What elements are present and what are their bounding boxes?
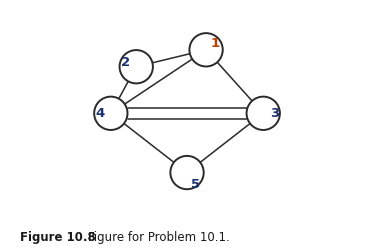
Text: Figure for Problem 10.1.: Figure for Problem 10.1. [88, 231, 230, 244]
Text: 5: 5 [191, 178, 200, 191]
Text: Figure 10.8: Figure 10.8 [20, 231, 95, 244]
Circle shape [170, 156, 204, 189]
Circle shape [120, 50, 153, 83]
Text: 1: 1 [211, 37, 220, 50]
Text: 4: 4 [95, 107, 104, 120]
Text: 2: 2 [121, 56, 130, 69]
Text: 3: 3 [270, 107, 279, 120]
Circle shape [189, 33, 223, 66]
Circle shape [247, 97, 280, 130]
Circle shape [94, 97, 127, 130]
